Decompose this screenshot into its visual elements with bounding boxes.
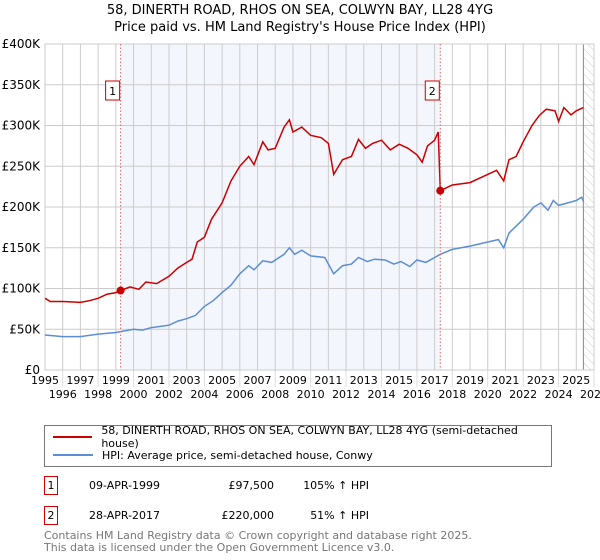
chart-title: 58, DINERTH ROAD, RHOS ON SEA, COLWYN BA… xyxy=(106,3,494,18)
x-tick-label: 2026 xyxy=(580,388,600,401)
x-tick-label: 1995 xyxy=(31,374,59,387)
x-tick-label: 2023 xyxy=(527,374,555,387)
legend-hpi: HPI: Average price, semi-detached house,… xyxy=(102,448,373,462)
y-tick-label: £50K xyxy=(9,322,41,336)
x-tick-label: 2022 xyxy=(509,388,537,401)
chart-subtitle: Price paid vs. HM Land Registry's House … xyxy=(114,20,486,35)
legend-blue-line xyxy=(53,454,93,456)
y-tick-label: £350K xyxy=(2,78,42,92)
sale-label: 1 xyxy=(109,85,116,98)
x-tick-label: 2015 xyxy=(385,374,413,387)
x-tick-label: 2011 xyxy=(314,374,342,387)
footer-line2: This data is licensed under the Open Gov… xyxy=(44,541,395,554)
x-tick-label: 2004 xyxy=(190,388,218,401)
y-tick-label: £250K xyxy=(2,159,42,173)
plot-border xyxy=(44,43,595,371)
property-price-line xyxy=(44,106,584,304)
x-tick-label: 2020 xyxy=(474,388,502,401)
transaction-date: 09-APR-1999 xyxy=(89,479,161,492)
legend: 58, DINERTH ROAD, RHOS ON SEA, COLWYN BA… xyxy=(44,424,552,467)
y-tick-label: £200K xyxy=(2,200,42,214)
x-tick-label: 2014 xyxy=(367,388,395,401)
transaction-badge: 1 xyxy=(44,476,58,495)
x-tick-label: 2003 xyxy=(173,374,201,387)
x-tick-label: 1998 xyxy=(84,388,112,401)
x-tick-label: 2019 xyxy=(456,374,484,387)
hpi-line xyxy=(44,196,585,338)
transaction-hpi: 51% ↑ HPI xyxy=(310,509,369,522)
legend-property: 58, DINERTH ROAD, RHOS ON SEA, COLWYN BA… xyxy=(101,424,518,450)
price-chart: 1 219951996199719981999200020012002200320… xyxy=(2,37,600,401)
x-tick-label: 2017 xyxy=(421,374,449,387)
legend-red-line xyxy=(53,436,93,438)
x-tick-label: 2018 xyxy=(438,388,466,401)
sale-point xyxy=(116,286,125,295)
x-tick-label: 2013 xyxy=(350,374,378,387)
y-tick-label: £0 xyxy=(25,363,40,377)
x-tick-label: 2025 xyxy=(562,374,590,387)
transaction-price: £97,500 xyxy=(228,479,275,492)
transaction-date: 28-APR-2017 xyxy=(89,509,161,522)
transaction-row: 2 28-APR-2017 £220,000 51% ↑ HPI xyxy=(44,506,444,525)
x-tick-label: 1999 xyxy=(102,374,130,387)
sale-label: 2 xyxy=(429,85,436,98)
x-tick-label: 2008 xyxy=(261,388,289,401)
footer: Contains HM Land Registry data © Crown c… xyxy=(44,530,472,554)
transaction-price: £220,000 xyxy=(221,509,275,522)
x-tick-label: 2024 xyxy=(545,388,573,401)
sale-point xyxy=(436,186,445,195)
y-tick-label: £150K xyxy=(2,241,42,255)
transaction-hpi: 105% ↑ HPI xyxy=(303,479,369,492)
transaction-row: 1 09-APR-1999 £97,500 105% ↑ HPI xyxy=(44,476,444,495)
x-tick-label: 2001 xyxy=(137,374,165,387)
transaction-badge: 2 xyxy=(44,506,58,525)
x-tick-label: 2000 xyxy=(120,388,148,401)
x-tick-label: 2010 xyxy=(297,388,325,401)
y-tick-label: £100K xyxy=(2,282,42,296)
y-tick-label: £400K xyxy=(2,37,42,51)
x-tick-label: 2016 xyxy=(403,388,431,401)
footer-line1: Contains HM Land Registry data © Crown c… xyxy=(44,529,472,542)
x-tick-label: 2006 xyxy=(226,388,254,401)
x-tick-label: 2005 xyxy=(208,374,236,387)
x-tick-label: 2007 xyxy=(244,374,272,387)
x-tick-label: 2002 xyxy=(155,388,183,401)
sale-label-box xyxy=(105,80,121,101)
y-tick-label: £300K xyxy=(2,119,42,133)
x-tick-label: 2012 xyxy=(332,388,360,401)
x-tick-label: 1997 xyxy=(66,374,94,387)
x-tick-label: 2021 xyxy=(491,374,519,387)
sale-label-box xyxy=(424,80,440,101)
x-tick-label: 1996 xyxy=(49,388,77,401)
x-tick-label: 2009 xyxy=(279,374,307,387)
